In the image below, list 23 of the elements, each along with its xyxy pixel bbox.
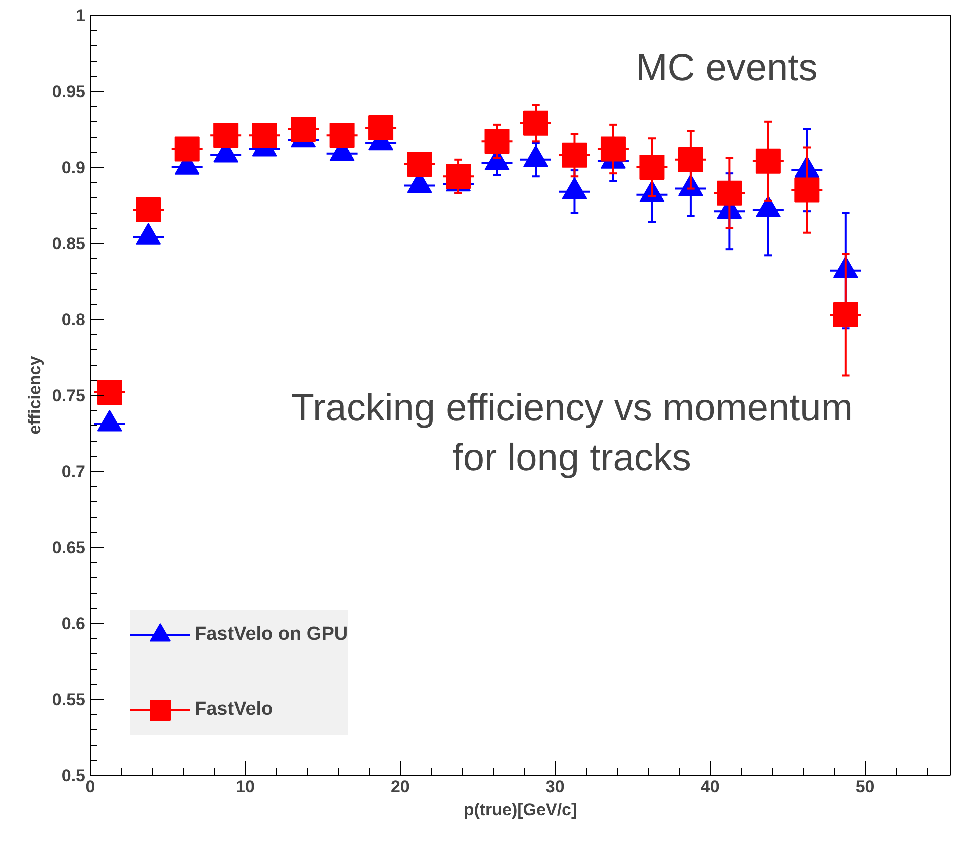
y-tick-label: 1: [76, 6, 86, 26]
y-tick-label: 0.65: [52, 538, 86, 558]
y-tick-label: 0.75: [52, 386, 86, 406]
x-axis-title: p(true)[GeV/c]: [464, 800, 578, 820]
legend-label: FastVelo: [195, 699, 274, 721]
legend-label: FastVelo on GPU: [195, 624, 348, 646]
y-tick-label: 0.6: [62, 614, 86, 634]
y-tick-label: 0.95: [52, 82, 86, 102]
x-tick-label: 50: [856, 778, 875, 796]
y-tick-label: 0.8: [62, 310, 86, 330]
y-axis-title: efficiency: [25, 356, 44, 435]
y-tick-label: 0.7: [62, 462, 86, 482]
x-tick-label: 40: [700, 778, 720, 796]
x-tick-label: 30: [546, 778, 565, 796]
y-tick-label: 0.85: [52, 234, 86, 254]
y-tick-label: 0.5: [62, 766, 86, 786]
annotation: MC events: [636, 48, 818, 90]
y-tick-label: 0.55: [52, 690, 86, 710]
x-tick-label: 0: [86, 778, 96, 796]
x-tick-label: 20: [390, 778, 410, 796]
y-tick-label: 0.9: [62, 158, 86, 178]
annotation: Tracking efficiency vs momentum for long tracks: [291, 387, 853, 480]
x-tick-label: 10: [236, 778, 255, 796]
